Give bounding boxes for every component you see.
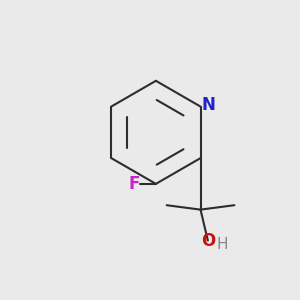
Text: F: F <box>128 175 140 193</box>
Text: N: N <box>202 96 216 114</box>
Text: O: O <box>201 232 215 250</box>
Text: H: H <box>216 237 228 252</box>
